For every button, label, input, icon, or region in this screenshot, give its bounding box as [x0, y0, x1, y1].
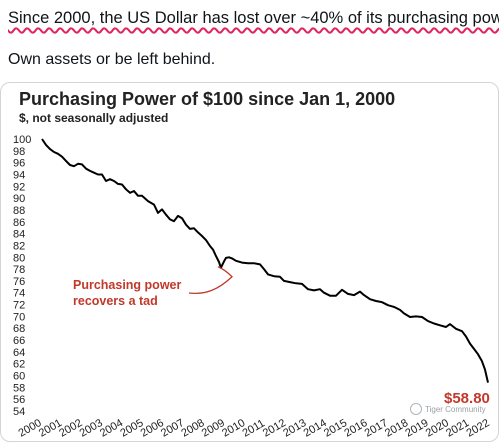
- watermark-logo: [410, 403, 422, 415]
- chart-subtitle: $, not seasonally adjusted: [19, 111, 168, 125]
- y-tick-label: 54: [13, 406, 25, 418]
- y-tick-label: 98: [13, 146, 25, 158]
- y-tick-label: 66: [13, 335, 25, 347]
- y-tick-label: 58: [13, 382, 25, 394]
- post-headline: Since 2000, the US Dollar has lost over …: [8, 9, 499, 27]
- plot-area: [41, 138, 489, 383]
- y-tick-label: 82: [13, 240, 25, 252]
- y-tick-label: 72: [13, 300, 25, 312]
- purchasing-power-chart: Purchasing Power of $100 since Jan 1, 20…: [13, 89, 492, 440]
- series-line: [41, 138, 489, 383]
- y-tick-label: 100: [13, 134, 31, 146]
- x-axis-ticks: 2000200120022003200420052006200720082009…: [17, 417, 492, 440]
- annotation: Purchasing power recovers a tad: [73, 266, 233, 308]
- y-tick-label: 92: [13, 181, 25, 193]
- y-tick-label: 78: [13, 264, 25, 276]
- y-tick-label: 94: [13, 169, 25, 181]
- end-value-label: $58.80: [444, 390, 490, 407]
- y-tick-label: 60: [13, 371, 25, 383]
- y-tick-label: 90: [13, 193, 25, 205]
- y-tick-label: 80: [13, 252, 25, 264]
- chart-title: Purchasing Power of $100 since Jan 1, 20…: [19, 89, 395, 109]
- x-tick-label: 2022: [465, 417, 492, 440]
- watermark-text: Tiger Community: [425, 405, 486, 414]
- y-tick-label: 86: [13, 217, 25, 229]
- y-tick-label: 56: [13, 394, 25, 406]
- y-tick-label: 62: [13, 359, 25, 371]
- annotation-line-2: recovers a tad: [73, 294, 158, 308]
- y-tick-label: 64: [13, 347, 25, 359]
- y-tick-label: 68: [13, 323, 25, 335]
- y-tick-label: 76: [13, 276, 25, 288]
- y-tick-label: 84: [13, 229, 25, 241]
- y-tick-label: 70: [13, 311, 25, 323]
- annotation-line-1: Purchasing power: [73, 278, 181, 292]
- y-tick-label: 88: [13, 205, 25, 217]
- y-tick-label: 96: [13, 158, 25, 170]
- y-tick-label: 74: [13, 288, 25, 300]
- post-subline: Own assets or be left behind.: [8, 51, 216, 68]
- y-axis-ticks: 1009896949290888684828078767472706866646…: [13, 134, 31, 418]
- chart-card[interactable]: Purchasing Power of $100 since Jan 1, 20…: [0, 82, 499, 442]
- annotation-arrow: [188, 266, 233, 295]
